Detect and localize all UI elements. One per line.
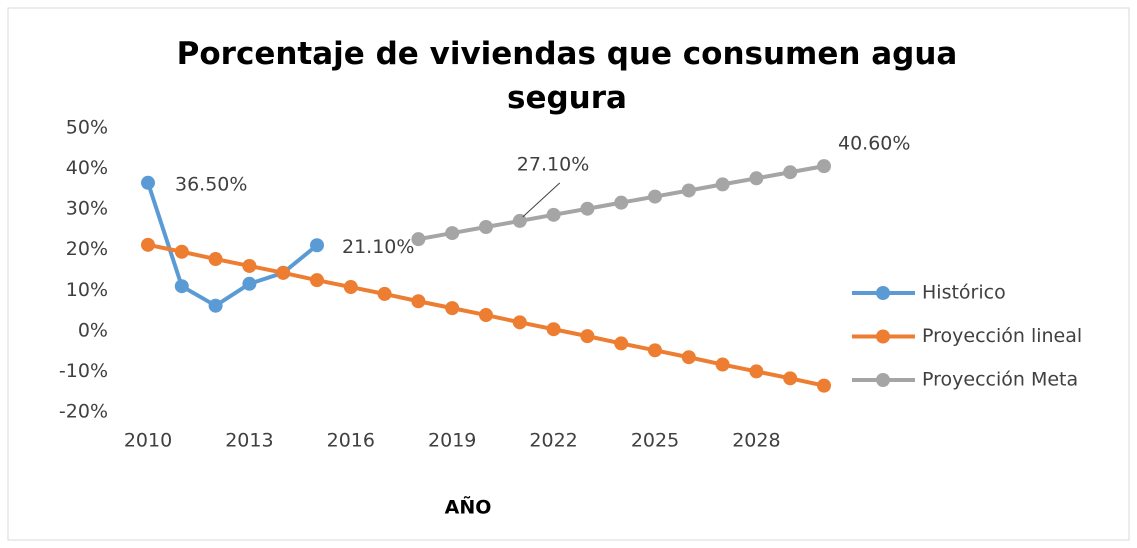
y-tick-label: 20% — [66, 238, 108, 260]
y-tick-label: 50% — [66, 117, 108, 139]
legend-marker — [876, 373, 890, 387]
point — [310, 273, 324, 288]
point — [648, 343, 662, 358]
point — [614, 195, 629, 210]
legend-label: Histórico — [922, 282, 1006, 304]
point — [580, 329, 595, 344]
legend-marker — [876, 286, 890, 300]
leader-line — [522, 182, 561, 218]
point — [141, 237, 155, 252]
x-tick-label: 2019 — [428, 430, 476, 452]
point — [174, 244, 189, 259]
point — [783, 165, 798, 180]
point — [479, 308, 493, 323]
point — [817, 378, 831, 393]
point — [512, 213, 527, 228]
x-tick-label: 2016 — [327, 430, 375, 452]
x-axis-label: AÑO — [445, 495, 492, 519]
point — [411, 294, 426, 309]
legend-marker — [876, 329, 890, 344]
chart-frame — [7, 7, 1130, 541]
point — [208, 252, 223, 267]
y-tick-label: 30% — [66, 198, 108, 220]
point — [715, 357, 730, 372]
x-tick-label: 2010 — [124, 430, 172, 452]
point — [783, 371, 798, 386]
legend-label: Proyección Meta — [922, 369, 1078, 391]
point — [276, 265, 291, 280]
point — [681, 350, 696, 365]
point — [546, 322, 561, 337]
data-label: 40.60% — [838, 133, 910, 155]
point — [749, 364, 764, 379]
point — [343, 280, 358, 295]
point — [310, 238, 324, 253]
point — [546, 207, 561, 222]
legend-label: Proyección lineal — [922, 325, 1082, 347]
point — [715, 177, 730, 192]
point — [512, 315, 527, 330]
x-tick-label: 2013 — [225, 430, 273, 452]
point — [411, 232, 426, 247]
y-tick-label: 10% — [66, 279, 108, 301]
y-tick-label: 0% — [78, 319, 108, 341]
y-tick-label: 40% — [66, 157, 108, 179]
x-tick-label: 2022 — [529, 430, 577, 452]
data-label: 36.50% — [175, 173, 247, 195]
point — [817, 159, 831, 174]
point — [208, 298, 223, 313]
y-tick-label: -20% — [59, 401, 108, 423]
point — [614, 336, 629, 351]
point — [141, 175, 155, 190]
data-label: 21.10% — [342, 236, 414, 258]
point — [681, 183, 696, 198]
y-tick-label: -10% — [59, 360, 108, 382]
point — [242, 276, 257, 291]
point — [749, 171, 764, 186]
point — [580, 201, 595, 216]
chart-title: Porcentaje de viviendas que consumen agu… — [176, 36, 958, 116]
point — [445, 226, 460, 241]
point — [445, 301, 460, 316]
point — [377, 286, 392, 301]
point — [174, 279, 189, 294]
data-label: 27.10% — [517, 153, 589, 175]
x-tick-label: 2025 — [631, 430, 679, 452]
point — [648, 189, 662, 204]
series-line — [146, 182, 319, 308]
x-tick-label: 2028 — [732, 430, 780, 452]
point — [479, 219, 493, 234]
point — [242, 258, 257, 273]
